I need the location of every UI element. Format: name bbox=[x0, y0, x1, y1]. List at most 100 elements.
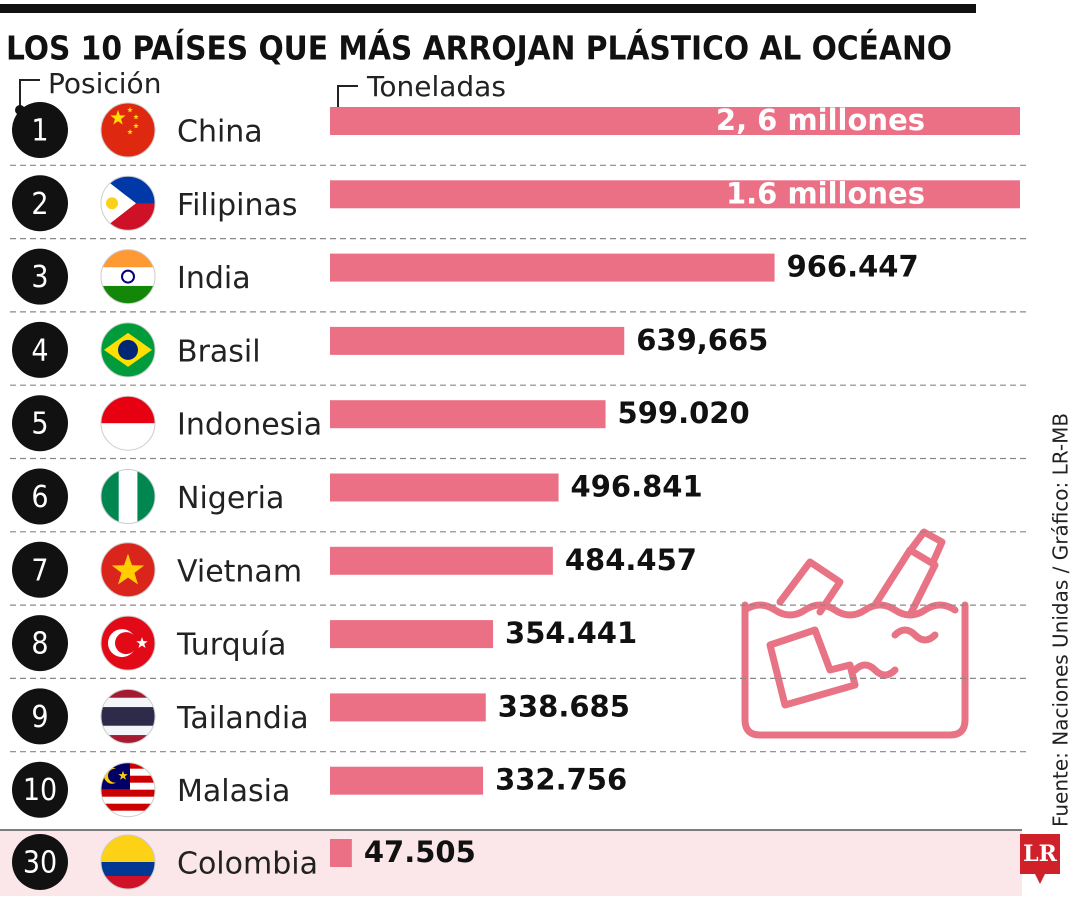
flag-stripe bbox=[101, 716, 155, 727]
rank: 3 bbox=[31, 260, 48, 295]
category-label: India bbox=[177, 261, 251, 296]
category-label: Nigeria bbox=[177, 481, 284, 516]
category-label: Vietnam bbox=[177, 554, 302, 589]
flag-border bbox=[100, 395, 156, 451]
flag-stripe bbox=[101, 469, 120, 524]
flag-border bbox=[100, 322, 156, 378]
flag-stripe bbox=[101, 862, 155, 876]
flag bbox=[101, 249, 155, 304]
flag-border bbox=[100, 469, 156, 524]
category-label: Filipinas bbox=[177, 188, 297, 223]
flag-star bbox=[111, 553, 145, 585]
rank-badge bbox=[12, 102, 68, 158]
logo: LR bbox=[1023, 841, 1057, 867]
rank-badge bbox=[12, 175, 68, 232]
flag-stripe bbox=[101, 267, 155, 287]
rank-badge bbox=[12, 468, 68, 525]
value-label: 639,665 bbox=[636, 323, 768, 357]
rank: 30 bbox=[23, 846, 57, 881]
flag-stripe bbox=[101, 249, 155, 268]
category-label: China bbox=[177, 115, 263, 150]
rank: 4 bbox=[31, 333, 48, 368]
flag-border bbox=[100, 102, 156, 158]
value-label: 338.685 bbox=[498, 689, 630, 723]
rank-badge bbox=[12, 615, 68, 672]
rank: 1 bbox=[31, 114, 48, 149]
flag-stripe bbox=[101, 735, 155, 744]
value-label: 484.457 bbox=[565, 543, 697, 577]
rank: 5 bbox=[31, 407, 48, 442]
bar bbox=[330, 546, 553, 575]
flag-globe bbox=[118, 339, 138, 360]
flag bbox=[101, 469, 155, 524]
bar bbox=[330, 326, 625, 355]
bar bbox=[330, 253, 775, 282]
flag-stripe bbox=[101, 697, 155, 708]
value-label: 966.447 bbox=[787, 250, 919, 284]
bar bbox=[330, 400, 606, 429]
flag-border bbox=[100, 834, 156, 890]
rank-badge bbox=[12, 761, 68, 818]
flag-stripe bbox=[101, 689, 155, 699]
category-label: Tailandia bbox=[176, 701, 309, 736]
flag-stripe bbox=[101, 789, 155, 798]
flag-stripe bbox=[101, 796, 155, 805]
highlight-row bbox=[0, 830, 1022, 896]
flag-star bbox=[133, 114, 139, 120]
value-label: 354.441 bbox=[505, 616, 637, 650]
rank-badge bbox=[12, 541, 68, 598]
value-label: 599.020 bbox=[618, 396, 750, 430]
rank: 6 bbox=[31, 480, 48, 515]
flag bbox=[101, 322, 155, 377]
flag-sun bbox=[106, 197, 118, 210]
bar bbox=[330, 839, 352, 867]
flag bbox=[101, 616, 155, 671]
rank: 8 bbox=[31, 627, 48, 662]
rank-label: Posición bbox=[48, 67, 161, 100]
bars bbox=[330, 107, 1020, 867]
bracket bbox=[19, 79, 40, 108]
flag-field bbox=[101, 103, 155, 157]
flag-stripe bbox=[101, 803, 155, 812]
source: Fuente: Naciones Unidas / Gráfico: LR-MB bbox=[1049, 413, 1073, 827]
flag-border bbox=[100, 249, 156, 305]
flag-border bbox=[100, 688, 156, 744]
bar bbox=[330, 180, 1020, 209]
flag-star bbox=[127, 107, 133, 113]
flag-stripe bbox=[101, 285, 155, 304]
rank-badge bbox=[12, 834, 68, 890]
flag bbox=[101, 103, 155, 157]
rank-badge bbox=[12, 395, 68, 452]
category-label: Malasia bbox=[177, 774, 290, 809]
flag bbox=[101, 542, 155, 597]
flag-stripe bbox=[118, 469, 138, 524]
flag-star bbox=[133, 123, 139, 129]
flag-border bbox=[100, 762, 156, 818]
bar bbox=[330, 620, 494, 649]
illustration bbox=[741, 528, 969, 739]
flag-star bbox=[127, 129, 133, 135]
value-label: 332.756 bbox=[495, 763, 627, 797]
bar bbox=[330, 693, 486, 722]
flag-wheel bbox=[121, 269, 135, 284]
flag-star bbox=[118, 770, 128, 780]
category-label: Indonesia bbox=[177, 408, 322, 443]
bar bbox=[330, 473, 559, 502]
axis-label: Toneladas bbox=[366, 70, 506, 103]
value-label: 1.6 millones bbox=[726, 176, 925, 210]
flag-border bbox=[100, 615, 156, 671]
rank-badge bbox=[12, 248, 68, 305]
category-label: Turquía bbox=[176, 628, 286, 663]
flag-stripe bbox=[101, 810, 155, 817]
rank-badge bbox=[12, 688, 68, 745]
logo-tip bbox=[1035, 874, 1045, 884]
category-label: Brasil bbox=[177, 334, 261, 369]
bar bbox=[330, 107, 1020, 135]
rank-badge bbox=[12, 321, 68, 378]
value-label: 496.841 bbox=[571, 470, 703, 504]
category-label: Colombia bbox=[177, 847, 318, 882]
flag-stripe bbox=[101, 707, 155, 717]
value-label: 47.505 bbox=[364, 835, 476, 869]
flag-stripe bbox=[101, 725, 155, 736]
